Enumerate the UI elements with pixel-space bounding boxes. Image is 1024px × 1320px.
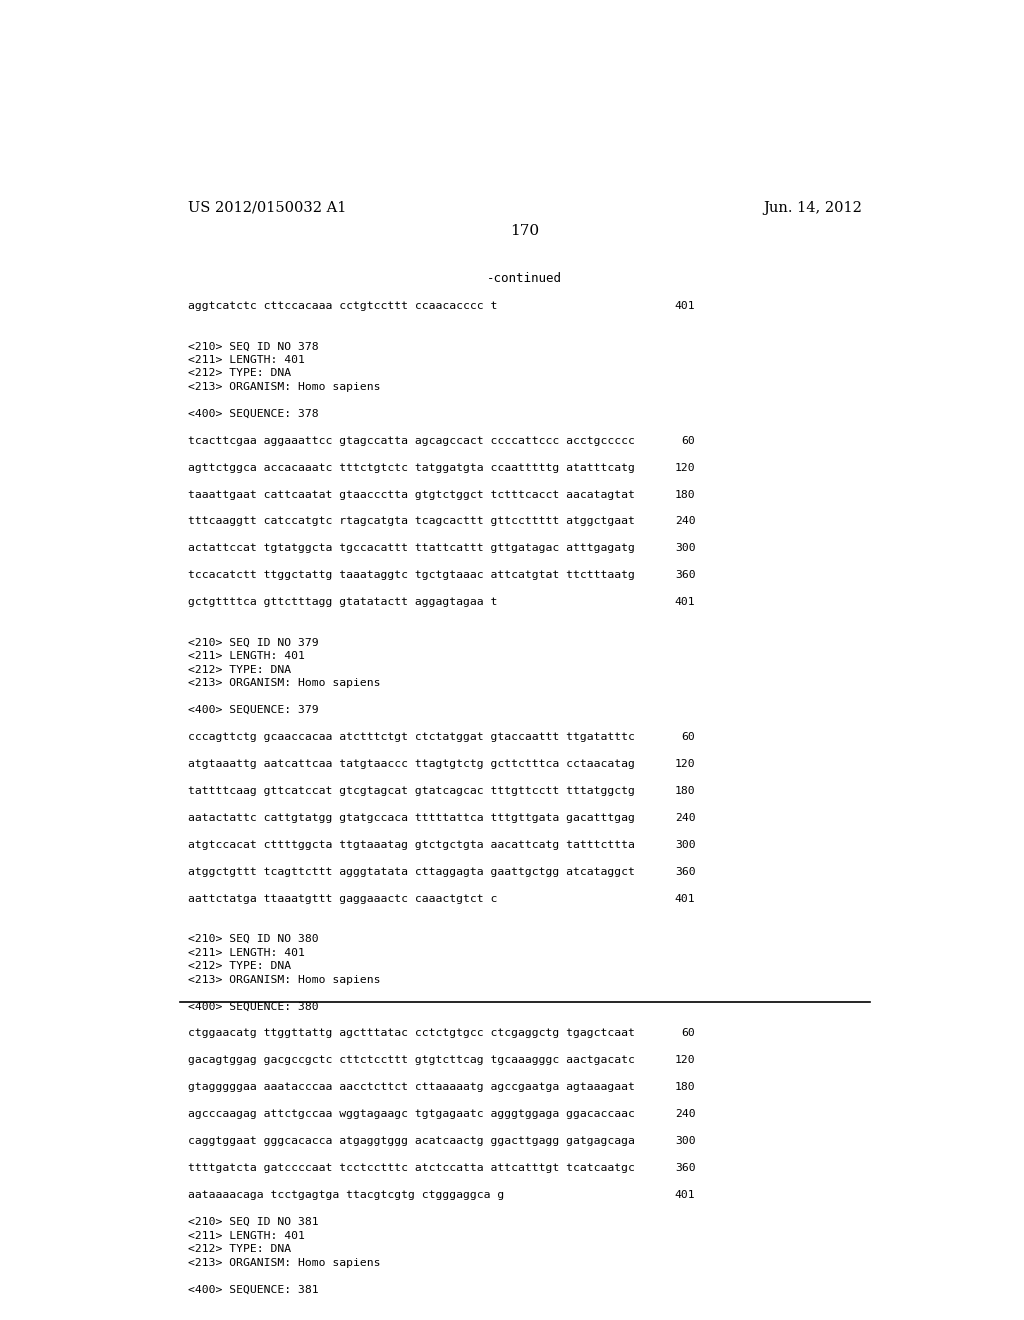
Text: agttctggca accacaaatc tttctgtctc tatggatgta ccaatttttg atatttcatg: agttctggca accacaaatc tttctgtctc tatggat…	[187, 462, 635, 473]
Text: aataaaacaga tcctgagtga ttacgtcgtg ctgggaggca g: aataaaacaga tcctgagtga ttacgtcgtg ctggga…	[187, 1191, 504, 1200]
Text: aatactattc cattgtatgg gtatgccaca tttttattca tttgttgata gacatttgag: aatactattc cattgtatgg gtatgccaca tttttat…	[187, 813, 635, 822]
Text: 360: 360	[675, 570, 695, 581]
Text: aggtcatctc cttccacaaa cctgtccttt ccaacacccc t: aggtcatctc cttccacaaa cctgtccttt ccaacac…	[187, 301, 497, 310]
Text: <210> SEQ ID NO 379: <210> SEQ ID NO 379	[187, 638, 318, 648]
Text: <400> SEQUENCE: 378: <400> SEQUENCE: 378	[187, 409, 318, 418]
Text: <211> LENGTH: 401: <211> LENGTH: 401	[187, 651, 304, 661]
Text: <211> LENGTH: 401: <211> LENGTH: 401	[187, 355, 304, 364]
Text: 401: 401	[675, 598, 695, 607]
Text: 401: 401	[675, 301, 695, 310]
Text: actattccat tgtatggcta tgccacattt ttattcattt gttgatagac atttgagatg: actattccat tgtatggcta tgccacattt ttattca…	[187, 544, 635, 553]
Text: 401: 401	[675, 1191, 695, 1200]
Text: <400> SEQUENCE: 380: <400> SEQUENCE: 380	[187, 1002, 318, 1011]
Text: ttttgatcta gatccccaat tcctcctttc atctccatta attcatttgt tcatcaatgc: ttttgatcta gatccccaat tcctcctttc atctcca…	[187, 1163, 635, 1173]
Text: tcacttcgaa aggaaattcc gtagccatta agcagccact ccccattccc acctgccccc: tcacttcgaa aggaaattcc gtagccatta agcagcc…	[187, 436, 635, 446]
Text: <213> ORGANISM: Homo sapiens: <213> ORGANISM: Homo sapiens	[187, 678, 380, 688]
Text: <213> ORGANISM: Homo sapiens: <213> ORGANISM: Homo sapiens	[187, 1258, 380, 1267]
Text: agcccaagag attctgccaa wggtagaagc tgtgagaatc agggtggaga ggacaccaac: agcccaagag attctgccaa wggtagaagc tgtgaga…	[187, 1109, 635, 1119]
Text: 360: 360	[675, 1163, 695, 1173]
Text: aattctatga ttaaatgttt gaggaaactc caaactgtct c: aattctatga ttaaatgttt gaggaaactc caaactg…	[187, 894, 497, 904]
Text: 240: 240	[675, 516, 695, 527]
Text: <212> TYPE: DNA: <212> TYPE: DNA	[187, 961, 291, 972]
Text: 300: 300	[675, 840, 695, 850]
Text: gacagtggag gacgccgctc cttctccttt gtgtcttcag tgcaaagggc aactgacatc: gacagtggag gacgccgctc cttctccttt gtgtctt…	[187, 1056, 635, 1065]
Text: -continued: -continued	[487, 272, 562, 285]
Text: tccacatctt ttggctattg taaataggtc tgctgtaaac attcatgtat ttctttaatg: tccacatctt ttggctattg taaataggtc tgctgta…	[187, 570, 635, 581]
Text: 170: 170	[510, 224, 540, 238]
Text: 60: 60	[682, 733, 695, 742]
Text: gctgttttca gttctttagg gtatatactt aggagtagaa t: gctgttttca gttctttagg gtatatactt aggagta…	[187, 598, 497, 607]
Text: 240: 240	[675, 813, 695, 822]
Text: <210> SEQ ID NO 378: <210> SEQ ID NO 378	[187, 342, 318, 351]
Text: cccagttctg gcaaccacaa atctttctgt ctctatggat gtaccaattt ttgatatttc: cccagttctg gcaaccacaa atctttctgt ctctatg…	[187, 733, 635, 742]
Text: <212> TYPE: DNA: <212> TYPE: DNA	[187, 1243, 291, 1254]
Text: <210> SEQ ID NO 381: <210> SEQ ID NO 381	[187, 1217, 318, 1228]
Text: <213> ORGANISM: Homo sapiens: <213> ORGANISM: Homo sapiens	[187, 381, 380, 392]
Text: <400> SEQUENCE: 381: <400> SEQUENCE: 381	[187, 1284, 318, 1295]
Text: gtagggggaa aaatacccaa aacctcttct cttaaaaatg agccgaatga agtaaagaat: gtagggggaa aaatacccaa aacctcttct cttaaaa…	[187, 1082, 635, 1093]
Text: <211> LENGTH: 401: <211> LENGTH: 401	[187, 948, 304, 957]
Text: atgtccacat cttttggcta ttgtaaatag gtctgctgta aacattcatg tatttcttta: atgtccacat cttttggcta ttgtaaatag gtctgct…	[187, 840, 635, 850]
Text: <213> ORGANISM: Homo sapiens: <213> ORGANISM: Homo sapiens	[187, 974, 380, 985]
Text: 180: 180	[675, 785, 695, 796]
Text: 120: 120	[675, 1056, 695, 1065]
Text: <400> SEQUENCE: 379: <400> SEQUENCE: 379	[187, 705, 318, 715]
Text: 401: 401	[675, 894, 695, 904]
Text: 300: 300	[675, 544, 695, 553]
Text: 180: 180	[675, 1082, 695, 1093]
Text: 60: 60	[682, 436, 695, 446]
Text: <210> SEQ ID NO 380: <210> SEQ ID NO 380	[187, 935, 318, 944]
Text: atggctgttt tcagttcttt agggtatata cttaggagta gaattgctgg atcataggct: atggctgttt tcagttcttt agggtatata cttagga…	[187, 867, 635, 876]
Text: caggtggaat gggcacacca atgaggtggg acatcaactg ggacttgagg gatgagcaga: caggtggaat gggcacacca atgaggtggg acatcaa…	[187, 1137, 635, 1146]
Text: 240: 240	[675, 1109, 695, 1119]
Text: Jun. 14, 2012: Jun. 14, 2012	[763, 201, 862, 215]
Text: 60: 60	[682, 1028, 695, 1039]
Text: <211> LENGTH: 401: <211> LENGTH: 401	[187, 1230, 304, 1241]
Text: 360: 360	[675, 867, 695, 876]
Text: 300: 300	[675, 1137, 695, 1146]
Text: tttcaaggtt catccatgtc rtagcatgta tcagcacttt gttccttttt atggctgaat: tttcaaggtt catccatgtc rtagcatgta tcagcac…	[187, 516, 635, 527]
Text: taaattgaat cattcaatat gtaaccctta gtgtctggct tctttcacct aacatagtat: taaattgaat cattcaatat gtaaccctta gtgtctg…	[187, 490, 635, 499]
Text: atgtaaattg aatcattcaa tatgtaaccc ttagtgtctg gcttctttca cctaacatag: atgtaaattg aatcattcaa tatgtaaccc ttagtgt…	[187, 759, 635, 770]
Text: <212> TYPE: DNA: <212> TYPE: DNA	[187, 665, 291, 675]
Text: 120: 120	[675, 462, 695, 473]
Text: US 2012/0150032 A1: US 2012/0150032 A1	[187, 201, 346, 215]
Text: 120: 120	[675, 759, 695, 770]
Text: <212> TYPE: DNA: <212> TYPE: DNA	[187, 368, 291, 379]
Text: tattttcaag gttcatccat gtcgtagcat gtatcagcac tttgttcctt tttatggctg: tattttcaag gttcatccat gtcgtagcat gtatcag…	[187, 785, 635, 796]
Text: 180: 180	[675, 490, 695, 499]
Text: ctggaacatg ttggttattg agctttatac cctctgtgcc ctcgaggctg tgagctcaat: ctggaacatg ttggttattg agctttatac cctctgt…	[187, 1028, 635, 1039]
